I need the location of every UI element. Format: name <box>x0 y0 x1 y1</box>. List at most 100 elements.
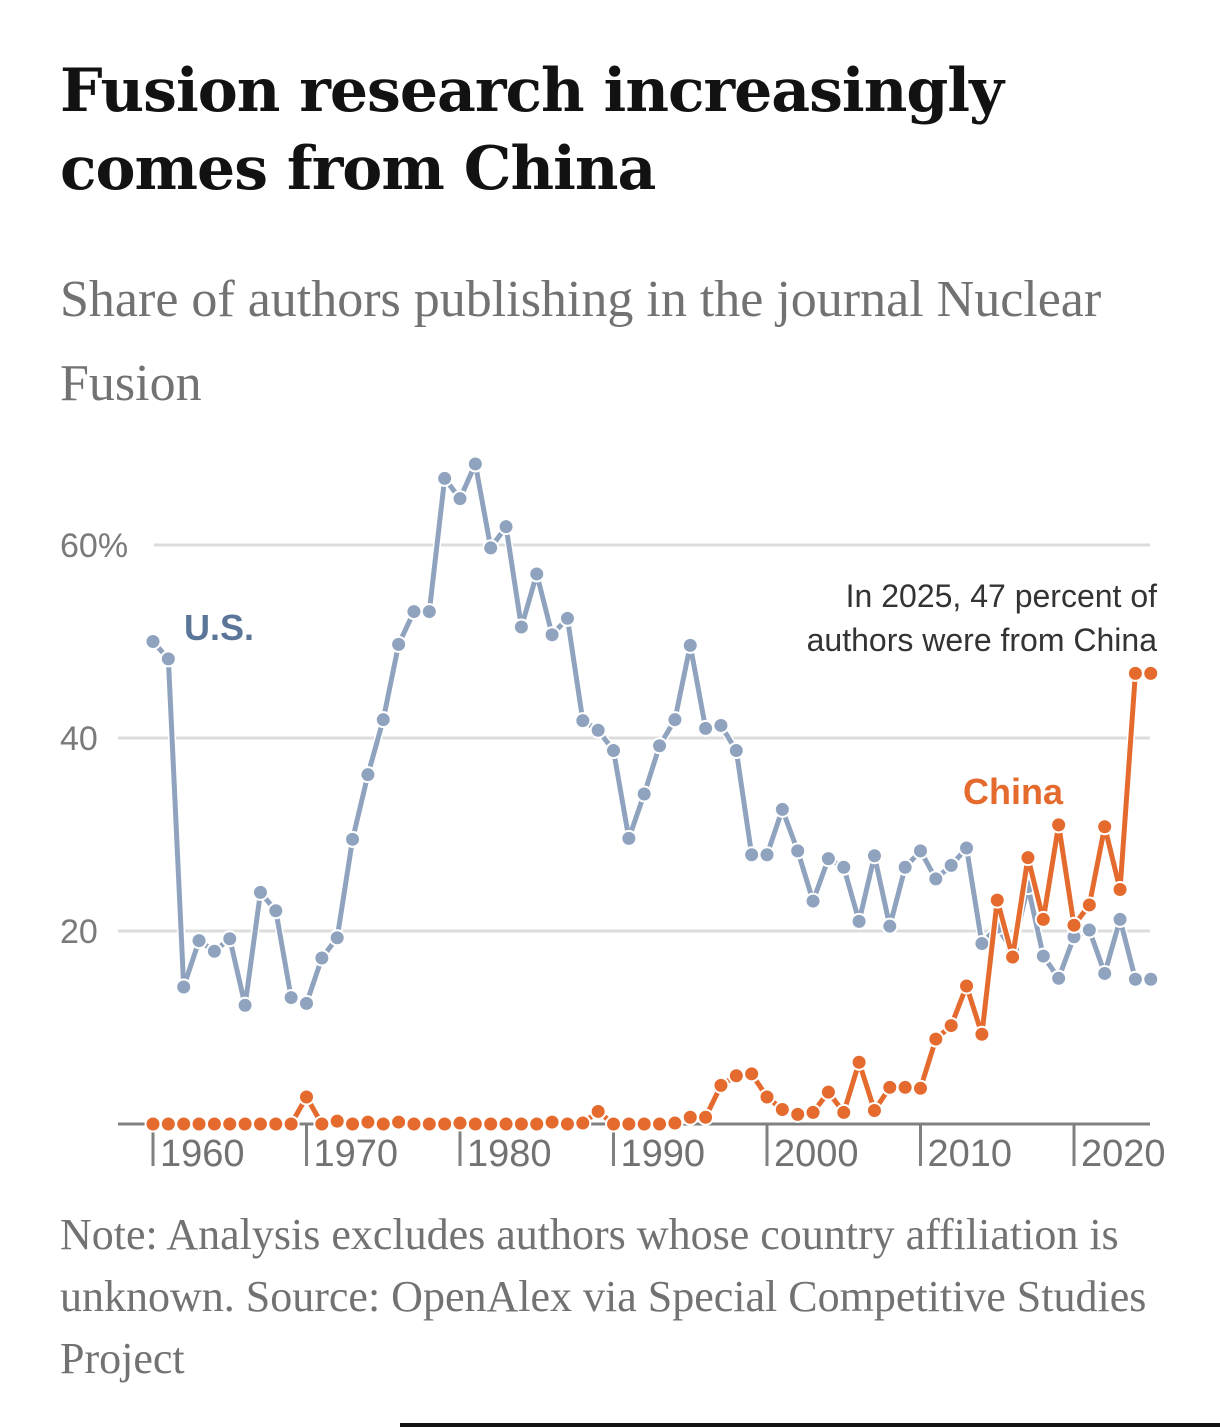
line-segment <box>918 1036 939 1091</box>
data-point <box>205 1115 223 1133</box>
data-point <box>528 565 546 583</box>
data-point <box>282 1115 300 1133</box>
data-point <box>881 917 899 935</box>
line-segment <box>564 615 586 724</box>
data-point <box>743 846 761 864</box>
data-point <box>712 1076 730 1094</box>
line-segment <box>1010 855 1031 960</box>
data-point <box>159 650 177 668</box>
line-segment <box>227 936 248 1008</box>
data-point <box>1080 896 1098 914</box>
data-point <box>942 1017 960 1035</box>
data-point <box>1080 921 1098 939</box>
data-point <box>973 1025 991 1043</box>
data-point <box>789 842 807 860</box>
data-point <box>927 1030 945 1048</box>
line-segment <box>1086 824 1108 908</box>
line-segment <box>733 748 755 858</box>
data-point <box>236 996 254 1014</box>
data-point <box>359 766 377 784</box>
data-point <box>1142 970 1160 988</box>
data-point <box>958 977 976 995</box>
line-segment <box>365 717 386 778</box>
line-segment <box>1040 822 1062 922</box>
data-point <box>1050 816 1068 834</box>
data-point <box>420 603 438 621</box>
line-segment <box>1102 916 1123 976</box>
data-point <box>374 1115 392 1133</box>
data-point <box>512 1115 530 1133</box>
data-point <box>743 1065 761 1083</box>
x-tick-label: 2020 <box>1081 1133 1166 1175</box>
data-point <box>988 891 1006 909</box>
data-point <box>681 1108 699 1126</box>
data-point <box>374 711 392 729</box>
data-point <box>865 1101 883 1119</box>
line-segment <box>871 853 893 929</box>
line-segment <box>334 836 356 941</box>
data-point <box>804 1103 822 1121</box>
x-tick-label: 1960 <box>160 1133 245 1175</box>
data-point <box>1126 664 1144 682</box>
data-point <box>574 1114 592 1132</box>
data-point <box>697 719 715 737</box>
data-point <box>896 1078 914 1096</box>
data-point <box>528 1115 546 1133</box>
data-point <box>390 1113 408 1131</box>
data-point <box>482 539 500 557</box>
data-point <box>712 716 730 734</box>
line-segment <box>273 908 294 1001</box>
data-point <box>497 1115 515 1133</box>
data-point <box>850 912 868 930</box>
line-segment <box>380 641 402 723</box>
data-point <box>144 1115 162 1133</box>
data-point <box>298 1088 315 1106</box>
data-point <box>958 839 976 857</box>
data-point <box>236 1115 254 1133</box>
data-point <box>574 712 592 730</box>
data-point <box>835 1103 853 1121</box>
line-segment <box>472 461 494 551</box>
line-segment <box>165 656 187 990</box>
data-point <box>205 942 223 960</box>
line-segment <box>518 571 540 630</box>
data-point <box>912 842 929 860</box>
line-segment <box>350 772 371 842</box>
data-point <box>681 636 699 654</box>
data-point <box>144 633 162 650</box>
series-label-china: China <box>963 771 1064 812</box>
data-point <box>727 742 745 760</box>
y-tick-label: 20 <box>60 913 98 951</box>
series-us <box>144 455 1160 1014</box>
line-segment <box>1117 670 1138 893</box>
data-point <box>190 932 208 950</box>
x-tick-label: 1980 <box>467 1133 552 1175</box>
data-point <box>589 1102 607 1120</box>
data-point <box>1142 664 1160 682</box>
data-point <box>190 1115 208 1133</box>
data-point <box>1034 947 1052 965</box>
data-point <box>267 1115 285 1133</box>
series-label-us: U.S. <box>184 607 254 648</box>
data-point <box>482 1115 500 1133</box>
data-point <box>497 518 515 536</box>
data-point <box>405 1115 423 1133</box>
data-point <box>344 1115 362 1133</box>
line-segment <box>887 864 908 929</box>
data-point <box>850 1053 868 1071</box>
data-point <box>359 1113 377 1131</box>
data-point <box>159 1115 177 1133</box>
x-tick-label: 1990 <box>621 1133 706 1175</box>
x-tick-label: 1970 <box>314 1133 399 1175</box>
data-point <box>436 469 454 487</box>
line-segment <box>534 571 555 638</box>
data-point <box>328 929 346 947</box>
data-point <box>727 1067 745 1085</box>
data-point <box>927 870 945 888</box>
data-point <box>942 856 960 874</box>
data-point <box>512 618 530 636</box>
data-point <box>773 1101 791 1119</box>
data-point <box>819 1083 837 1101</box>
data-point <box>1034 910 1052 928</box>
data-point <box>605 742 622 760</box>
